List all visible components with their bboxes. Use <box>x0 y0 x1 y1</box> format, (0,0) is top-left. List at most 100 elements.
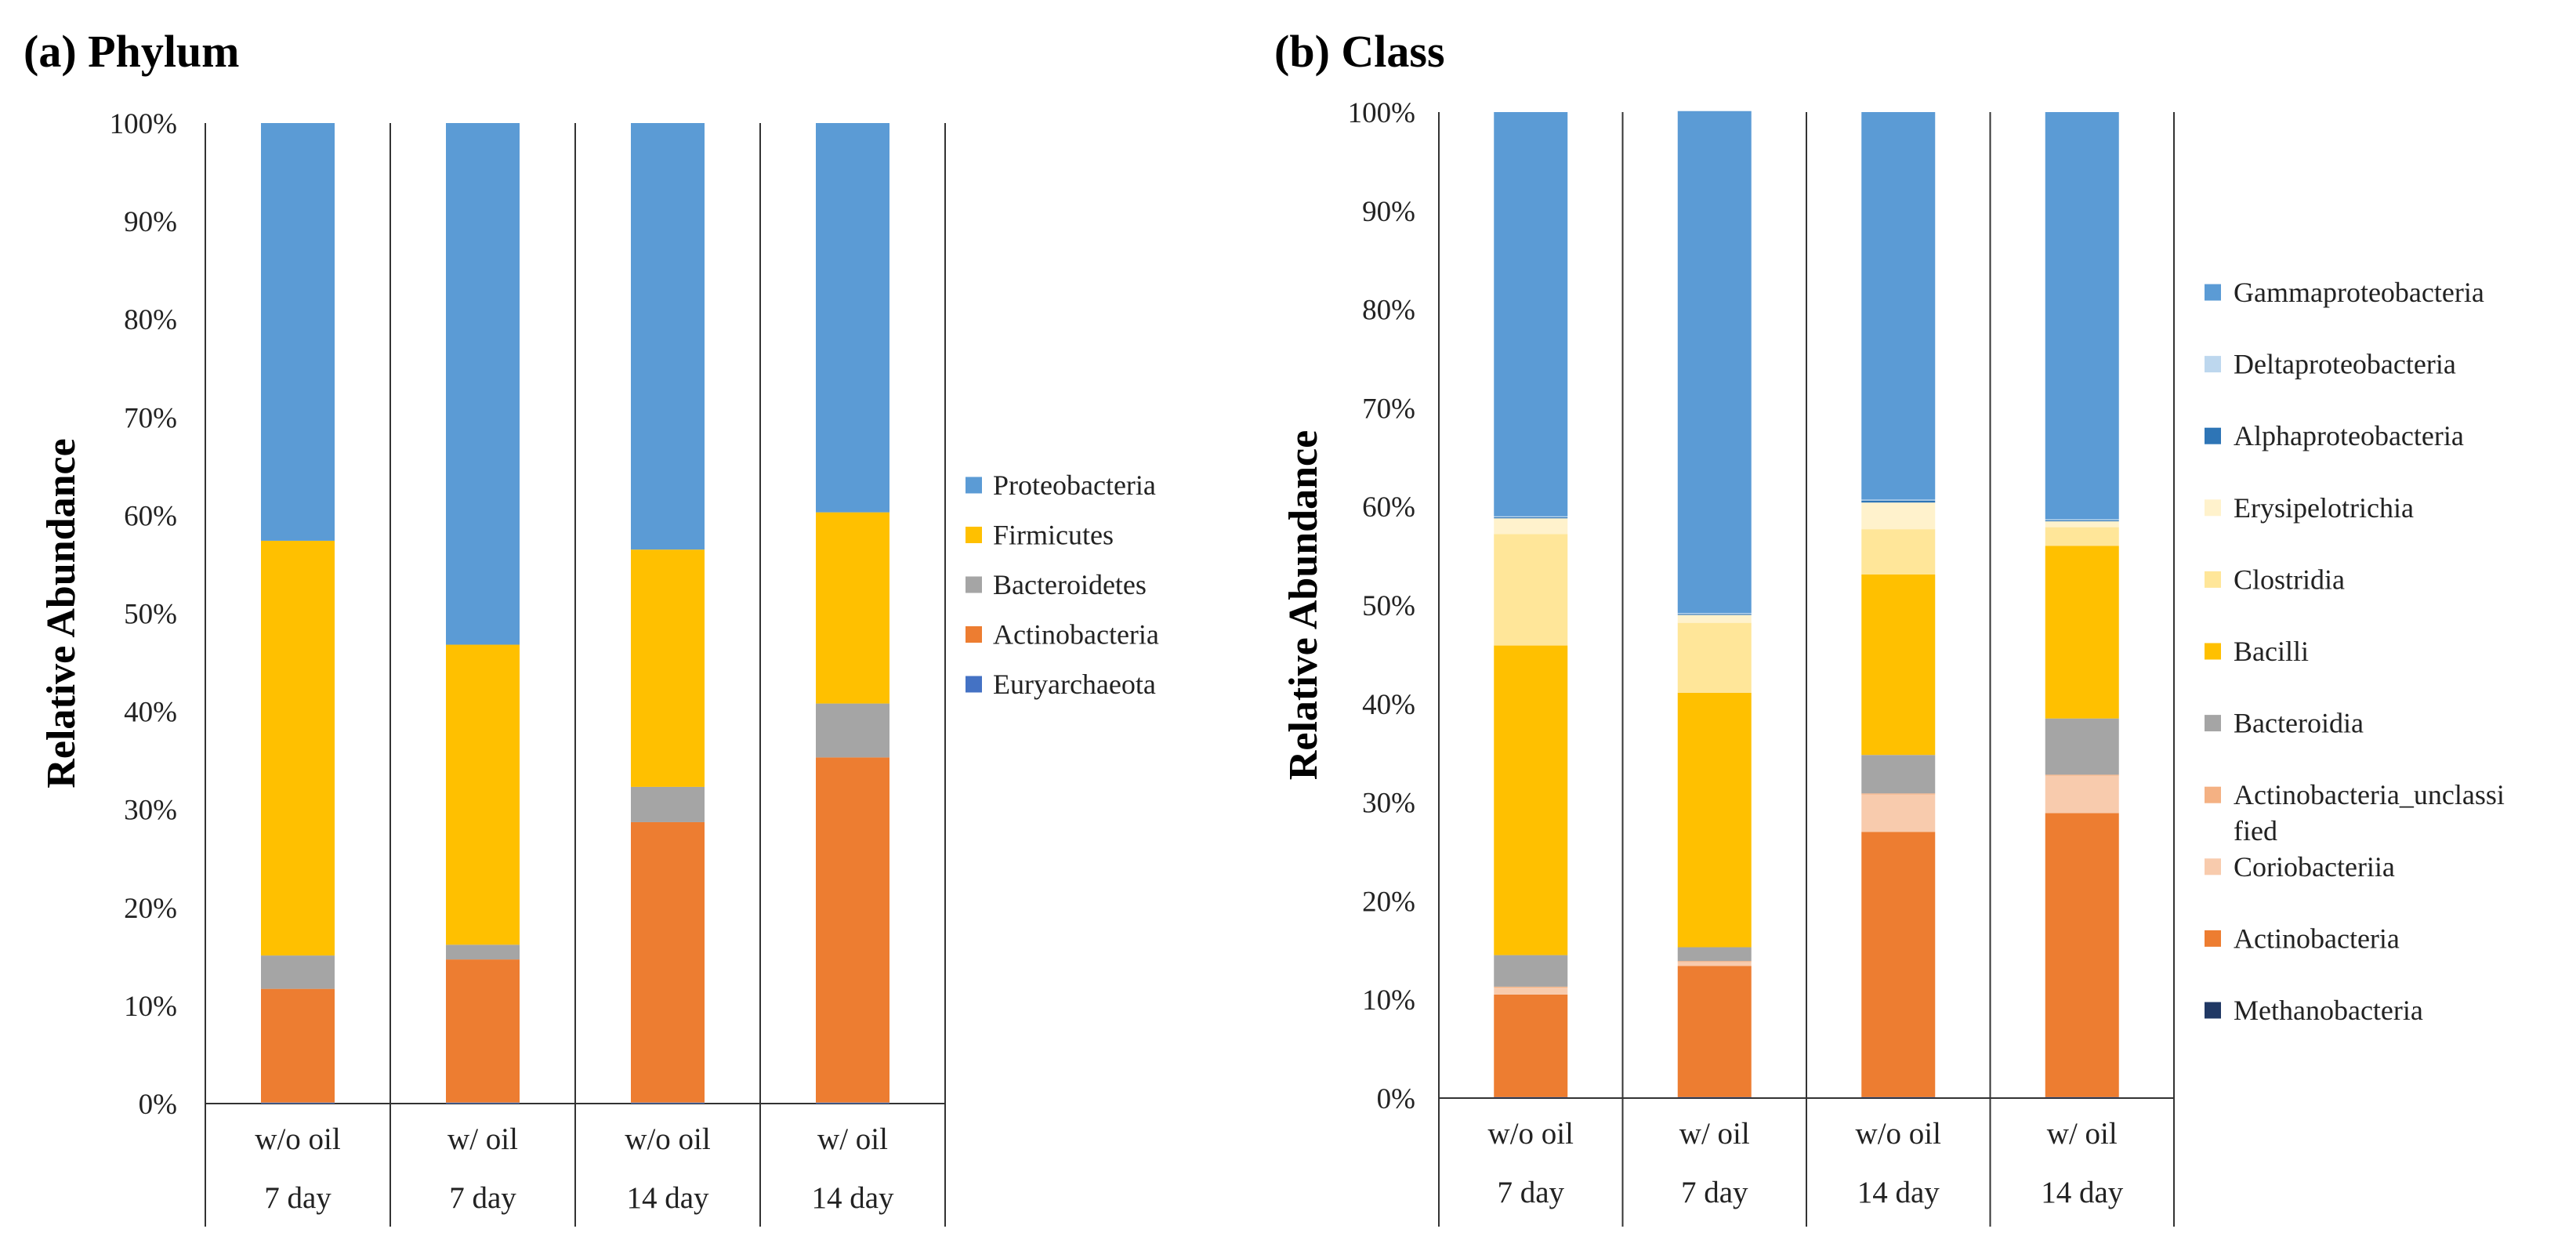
bar-segment-methanobacteria <box>2045 1097 2119 1098</box>
legend-label: Coriobacteriia <box>2234 851 2395 883</box>
legend-label: Proteobacteria <box>993 469 1156 501</box>
y-tick-label: 20% <box>1362 886 1415 918</box>
bar-segment-alphaproteobacteria <box>2045 520 2119 522</box>
y-tick-label: 10% <box>1362 984 1415 1017</box>
y-tick-label: 40% <box>124 697 177 729</box>
bar-segment-clostridia <box>1494 534 1568 646</box>
legend-label: Actinobacteria_unclassi fied <box>2234 779 2505 846</box>
bar-segment-clostridia <box>1861 529 1936 575</box>
legend-item: Bacteroidetes <box>966 569 1147 600</box>
legend-swatch <box>2205 284 2221 301</box>
y-tick-label: 40% <box>1362 689 1415 721</box>
bar-segment-alphaproteobacteria <box>1494 517 1568 519</box>
x-category-time: 7 day <box>1681 1176 1748 1209</box>
y-tick-label: 30% <box>124 795 177 827</box>
bar-segment-bacteroidetes <box>816 703 889 758</box>
legend-label: Gammaproteobacteria <box>2234 277 2484 308</box>
x-category-treatment: w/o oil <box>1488 1117 1574 1151</box>
y-tick-label: 10% <box>124 991 177 1023</box>
bar-segment-actinobacteria-unclassified <box>2045 774 2119 776</box>
y-tick-label: 30% <box>1362 788 1415 820</box>
y-tick-label: 60% <box>1362 491 1415 524</box>
bar-segment-methanobacteria <box>1677 1097 1752 1098</box>
y-axis-label: Relative Abundance <box>39 438 84 788</box>
bar-segment-coriobacteriia <box>2045 775 2119 814</box>
bar-segment-euryarchaeota <box>446 1102 520 1104</box>
legend-label: Bacteroidia <box>2234 708 2364 739</box>
y-tick-label: 0% <box>139 1089 177 1121</box>
legend-swatch <box>966 527 982 543</box>
legend-item: Firmicutes <box>966 520 1114 551</box>
bar-segment-gammaproteobacteria <box>1494 112 1568 517</box>
bar-segment-erysipelotrichia <box>1494 518 1568 535</box>
bar-segment-firmicutes <box>446 644 520 945</box>
class-panel: (b) Class Relative Abundance 0% 10% 20% 30% 40… <box>1274 26 2505 1227</box>
y-tick-label: 100% <box>110 108 177 140</box>
legend-item: Coriobacteriia <box>2205 851 2395 883</box>
legend-swatch <box>2205 1002 2221 1019</box>
bar-segment-bacilli <box>1494 645 1568 955</box>
bar-segment-gammaproteobacteria <box>1677 111 1752 614</box>
legend-item: Clostridia <box>2205 564 2345 595</box>
bar-segment-coriobacteriia <box>1494 988 1568 995</box>
legend-item: Alphaproteobacteria <box>2205 420 2464 451</box>
bar-segment-proteobacteria <box>261 123 335 541</box>
legend-item: Erysipelotrichia <box>2205 492 2414 524</box>
legend-label: Methanobacteria <box>2234 995 2423 1026</box>
bar-segment-firmicutes <box>631 549 705 787</box>
legend-item: Deltaproteobacteria <box>2205 349 2456 380</box>
bar-segment-euryarchaeota <box>816 1102 889 1104</box>
legend-swatch <box>2205 786 2221 803</box>
y-tick-label: 70% <box>1362 393 1415 425</box>
x-category-time: 7 day <box>1497 1176 1564 1209</box>
bar-segment-bacteroidia <box>1494 955 1568 987</box>
bar-segment-actinobacteria <box>1677 966 1752 1097</box>
x-category-time: 14 day <box>1857 1176 1940 1209</box>
legend-label: Actinobacteria <box>2234 923 2400 954</box>
bar-segment-firmicutes <box>816 512 889 704</box>
legend-label: Firmicutes <box>993 520 1114 551</box>
bar-segment-actinobacteria <box>816 757 889 1103</box>
bar-segment-erysipelotrichia <box>1861 502 1936 530</box>
bar-segment-alphaproteobacteria <box>1861 500 1936 503</box>
bar-segment-bacteroidia <box>1861 755 1936 794</box>
x-category-treatment: w/ oil <box>1679 1117 1750 1151</box>
bar-segment-bacteroidetes <box>446 944 520 960</box>
legend-item: Proteobacteria <box>966 469 1156 501</box>
bar-segment-bacteroidetes <box>261 955 335 989</box>
legend-swatch <box>2205 858 2221 875</box>
bar-segment-bacteroidetes <box>631 786 705 822</box>
legend-swatch <box>2205 930 2221 947</box>
y-tick-label: 50% <box>1362 590 1415 622</box>
bar-segment-proteobacteria <box>631 123 705 550</box>
bar-segment-euryarchaeota <box>261 1102 335 1104</box>
legend-item: Actinobacteria <box>2205 923 2400 954</box>
legend-swatch <box>966 676 982 693</box>
bar-segment-actinobacteria <box>446 959 520 1103</box>
chart-title: (b) Class <box>1274 26 1445 77</box>
bar-segment-coriobacteriia <box>1677 962 1752 966</box>
bar-segment-actinobacteria <box>1494 994 1568 1097</box>
phylum-panel: (a) Phylum Relative Abundance 0% 10% 20% 30% 4… <box>24 26 1159 1227</box>
y-tick-label: 20% <box>124 893 177 925</box>
bar-segment-proteobacteria <box>816 123 889 513</box>
bar-segment-actinobacteria-unclassified <box>1494 986 1568 988</box>
bar-segment-erysipelotrichia <box>1677 614 1752 623</box>
x-category-treatment: w/ oil <box>817 1122 888 1156</box>
legend-label: Bacteroidetes <box>993 569 1147 600</box>
x-category-time: 14 day <box>2041 1176 2124 1209</box>
legend-swatch <box>2205 643 2221 660</box>
legend-swatch <box>966 626 982 643</box>
bar-segment-gammaproteobacteria <box>2045 112 2119 520</box>
legend-item: Euryarchaeota <box>966 669 1156 700</box>
y-tick-label: 80% <box>124 304 177 336</box>
bar-segment-clostridia <box>2045 527 2119 546</box>
y-tick-label: 50% <box>124 599 177 631</box>
x-category-time: 14 day <box>811 1181 894 1215</box>
legend-swatch <box>2205 427 2221 444</box>
bar-segment-actinobacteria-unclassified <box>1861 793 1936 795</box>
legend-swatch <box>2205 571 2221 588</box>
y-tick-label: 100% <box>1348 97 1415 129</box>
legend-swatch <box>2205 715 2221 732</box>
